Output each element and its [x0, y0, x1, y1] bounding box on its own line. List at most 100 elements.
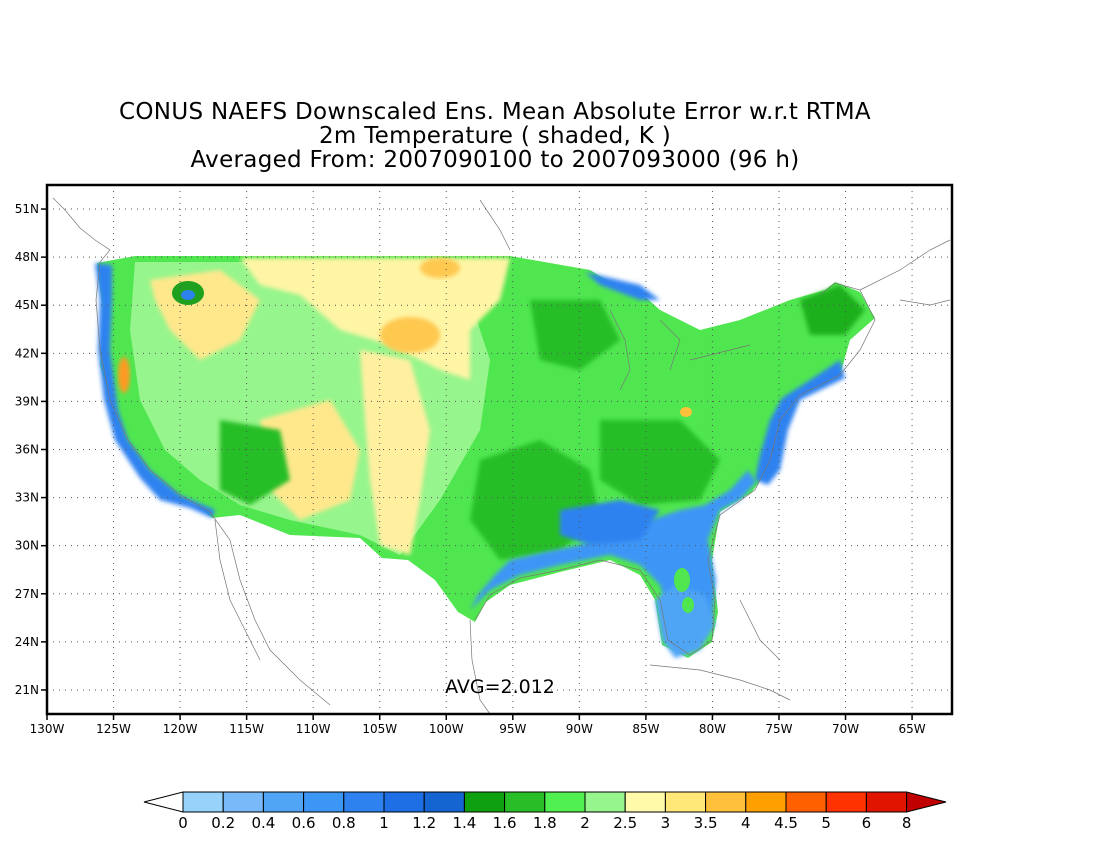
colorbar-bin [624, 791, 666, 813]
colorbar-bin [865, 791, 908, 813]
colorbar-level-label: 5 [821, 814, 831, 832]
great-lakes-dark-patch [530, 300, 620, 370]
colorbar-level-label: 6 [862, 814, 872, 832]
great-lakes-blue [585, 272, 660, 300]
florida-blue [655, 585, 715, 658]
lon-tick-label: 105W [362, 722, 397, 736]
northeast-dark-patch [800, 285, 865, 335]
lat-tick-label: 42N [15, 346, 39, 360]
baja-coastline [214, 519, 261, 661]
lon-tick-label: 120W [163, 722, 198, 736]
lon-tick-label: 65W [899, 722, 926, 736]
colorbar: 0 0.2 0.4 0.6 0.8 1 1.2 1.4 1.6 1.8 2 2.5 3 3.5 4 4.5 5 6… [143, 791, 947, 832]
lon-tick-label: 115W [229, 722, 264, 736]
grid-lines [47, 185, 952, 714]
colorbar-bin [303, 791, 345, 813]
atlantic-coast-blue [755, 360, 845, 485]
coastlines [52, 197, 951, 714]
great-lakes-outline [609, 309, 751, 391]
colorbar-level-label: 0.8 [332, 814, 356, 832]
lon-tick-label: 125W [96, 722, 131, 736]
colorbar-bin [262, 791, 305, 813]
lon-tick-label: 130W [30, 722, 65, 736]
colorbar-level-label: 1 [379, 814, 389, 832]
utah-dark-patch [220, 420, 290, 505]
lon-tick-label: 85W [632, 722, 659, 736]
map-plot-area: AVG=2.012 [47, 185, 952, 714]
lon-tick-label: 95W [499, 722, 526, 736]
cuba-outline [649, 664, 791, 701]
colorbar-bin [664, 791, 707, 813]
gulf-coastline [474, 282, 876, 656]
colorbar-bin [705, 791, 747, 813]
colorbar-bin [423, 791, 465, 813]
title-line-3: Averaged From: 2007090100 to 2007093000 … [190, 147, 800, 173]
california-orange-spot [118, 357, 130, 393]
colorbar-level-label: 2.5 [613, 814, 637, 832]
lat-tick-label: 51N [15, 202, 39, 216]
lat-tick-label: 21N [15, 683, 39, 697]
colorbar-bin [383, 791, 425, 813]
colorbar-level-label: 1.2 [412, 814, 436, 832]
colorbar-level-label: 2 [580, 814, 590, 832]
canada-coastline [859, 239, 951, 291]
map-title: CONUS NAEFS Downscaled Ens. Mean Absolut… [0, 100, 990, 172]
colorbar-level-label: 0.2 [211, 814, 235, 832]
florida-green-spot-2 [682, 597, 694, 613]
lon-tick-label: 90W [566, 722, 593, 736]
avg-annotation: AVG=2.012 [445, 676, 555, 698]
colorbar-level-label: 4.5 [774, 814, 798, 832]
pacific-coast-blue [95, 263, 215, 518]
lat-tick-label: 30N [15, 539, 39, 553]
colorbar-bin [785, 791, 827, 813]
colorbar-under-triangle [143, 791, 184, 813]
dakota-orange-spot [420, 258, 460, 278]
florida-green-spot [674, 568, 690, 592]
colorbar-bin [222, 791, 264, 813]
lat-tick-label: 24N [15, 635, 39, 649]
colorbar-level-label: 8 [902, 814, 912, 832]
colorbar-bin [504, 791, 546, 813]
pacific-coastline [52, 197, 331, 706]
southwest-yellow-region [260, 400, 360, 520]
colorbar-level-label: 0.4 [251, 814, 275, 832]
hudson-coastline [479, 199, 511, 251]
title-line-2: 2m Temperature ( shaded, K ) [318, 123, 672, 149]
lat-tick-label: 45N [15, 298, 39, 312]
mexico-gulf-coastline [469, 619, 491, 714]
colorbar-bin [745, 791, 787, 813]
lat-tick-label: 36N [15, 443, 39, 457]
lon-tick-label: 100W [429, 722, 464, 736]
texas-inland-blue [560, 500, 660, 545]
ohio-orange-spot [680, 407, 692, 417]
lat-tick-label: 48N [15, 250, 39, 264]
colorbar-bin [584, 791, 626, 813]
colorbar-level-label: 0 [178, 814, 188, 832]
lat-tick-label: 27N [15, 587, 39, 601]
map-axes: 130W 125W 120W 115W 110W 105W 100W 95W 90W 85W 80W… [15, 202, 926, 736]
newfoundland-coastline [899, 299, 951, 306]
idaho-blue-spot [181, 290, 195, 300]
northern-plains-region [240, 258, 510, 380]
colorbar-bin [182, 791, 224, 813]
colorbar-bin [825, 791, 867, 813]
lat-tick-label: 33N [15, 491, 39, 505]
colorbar-over-triangle [906, 791, 947, 813]
lon-tick-label: 70W [832, 722, 859, 736]
lon-tick-label: 110W [296, 722, 331, 736]
southeast-dark-patch [600, 420, 720, 505]
title-line-1: CONUS NAEFS Downscaled Ens. Mean Absolut… [119, 99, 871, 125]
colorbar-level-label: 3 [661, 814, 671, 832]
shaded-field [95, 256, 875, 658]
colorbar-level-label: 3.5 [694, 814, 718, 832]
lat-tick-label: 39N [15, 394, 39, 408]
colorbar-level-label: 4 [741, 814, 751, 832]
colorbar-level-label: 1.8 [533, 814, 557, 832]
colorbar-bin [544, 791, 586, 813]
lon-tick-label: 75W [765, 722, 792, 736]
montana-orange-spot [380, 317, 440, 353]
colorbar-bin [343, 791, 385, 813]
colorbar-level-label: 0.6 [292, 814, 316, 832]
colorbar-bin [463, 791, 506, 813]
